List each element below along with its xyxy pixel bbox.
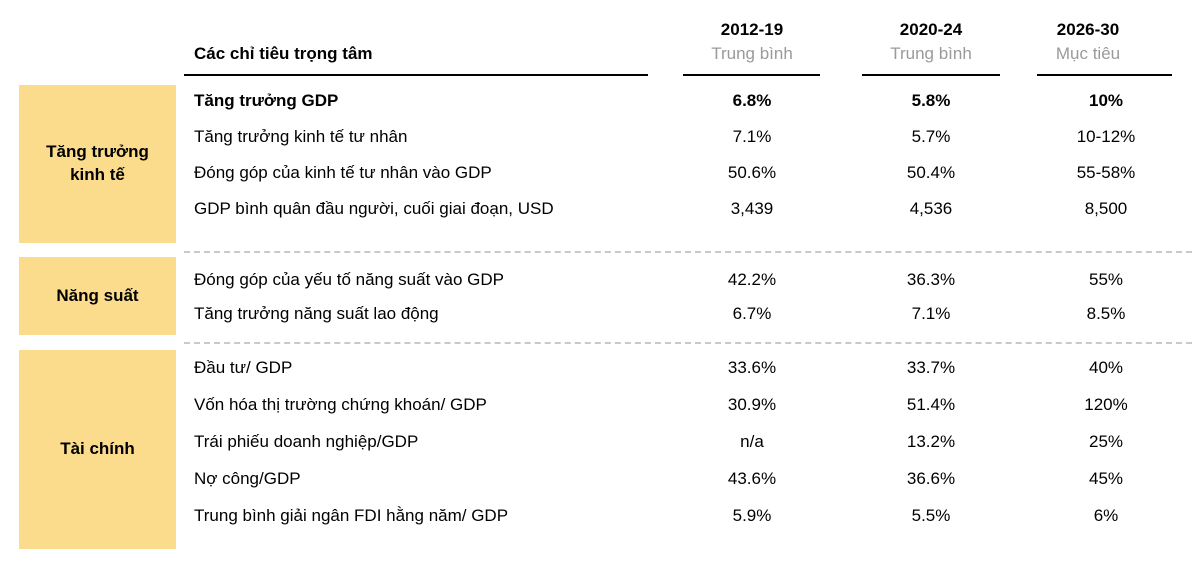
category-box-economic-growth: Tăng trưởng kinh tế — [19, 85, 176, 243]
table-row: Đóng góp của yếu tố năng suất vào GDP 42… — [0, 267, 1200, 293]
row-value-2020-24: 4,536 — [909, 199, 953, 218]
row-value-2020-24: 5.5% — [911, 506, 951, 525]
category-label: Năng suất — [56, 285, 139, 305]
row-value-2026-30: 10% — [1088, 91, 1124, 110]
column-subtitle: Mục tiêu — [1055, 44, 1121, 63]
row-value-2020-24: 50.4% — [906, 163, 956, 182]
row-indicator: Vốn hóa thị trường chứng khoán/ GDP — [194, 395, 487, 414]
column-period: 2026-30 — [1056, 20, 1120, 39]
row-indicator: Đầu tư/ GDP — [194, 358, 293, 377]
row-value-2012-19: 6.8% — [732, 91, 772, 110]
row-indicator: Tăng trưởng GDP — [194, 91, 339, 110]
row-value-2012-19: 5.9% — [732, 506, 772, 525]
row-value-2026-30: 55% — [1088, 270, 1124, 289]
table-row: Trái phiếu doanh nghiệp/GDP n/a 13.2% 25… — [0, 429, 1200, 455]
row-indicator: Trái phiếu doanh nghiệp/GDP — [194, 432, 419, 451]
row-value-2020-24: 5.8% — [911, 91, 951, 110]
row-indicator: Trung bình giải ngân FDI hằng năm/ GDP — [194, 506, 509, 525]
table-row: Trung bình giải ngân FDI hằng năm/ GDP 5… — [0, 503, 1200, 529]
row-value-2026-30: 8.5% — [1086, 304, 1126, 323]
row-value-2012-19: n/a — [740, 432, 764, 451]
row-value-2026-30: 45% — [1088, 469, 1124, 488]
table-row: Đầu tư/ GDP 33.6% 33.7% 40% — [0, 355, 1200, 381]
row-value-2012-19: 6.7% — [732, 304, 772, 323]
category-label: Tài chính — [60, 439, 135, 459]
row-value-2012-19: 50.6% — [727, 163, 777, 182]
row-value-2026-30: 25% — [1088, 432, 1124, 451]
category-label: Tăng trưởng kinh tế — [46, 142, 149, 184]
column-header-2026-30: 2026-30 Mục tiêu — [998, 19, 1178, 64]
row-value-2012-19: 3,439 — [730, 199, 774, 218]
table-title: Các chỉ tiêu trọng tâm — [194, 44, 373, 63]
row-indicator: GDP bình quân đầu người, cuối giai đoạn,… — [194, 199, 554, 218]
title-underline — [184, 74, 648, 76]
row-value-2026-30: 6% — [1093, 506, 1119, 525]
row-value-2020-24: 5.7% — [911, 127, 951, 146]
row-value-2020-24: 13.2% — [906, 432, 956, 451]
row-indicator: Tăng trưởng kinh tế tư nhân — [194, 127, 408, 146]
column-period: 2020-24 — [899, 20, 963, 39]
table-row: Nợ công/GDP 43.6% 36.6% 45% — [0, 466, 1200, 492]
row-value-2026-30: 10-12% — [1076, 127, 1136, 146]
section-divider — [184, 342, 1192, 344]
column-subtitle: Trung bình — [711, 44, 793, 63]
table-row: Đóng góp của kinh tế tư nhân vào GDP 50.… — [0, 160, 1200, 186]
column-period: 2012-19 — [720, 20, 784, 39]
category-box-productivity: Năng suất — [19, 257, 176, 335]
row-value-2012-19: 30.9% — [727, 395, 777, 414]
row-value-2026-30: 40% — [1088, 358, 1124, 377]
row-indicator: Đóng góp của yếu tố năng suất vào GDP — [194, 270, 504, 289]
table-row: Vốn hóa thị trường chứng khoán/ GDP 30.9… — [0, 392, 1200, 418]
table-row: Tăng trưởng kinh tế tư nhân 7.1% 5.7% 10… — [0, 124, 1200, 150]
row-value-2020-24: 33.7% — [906, 358, 956, 377]
column-header-2020-24: 2020-24 Trung bình — [841, 19, 1021, 64]
table-row: Tăng trưởng năng suất lao động 6.7% 7.1%… — [0, 301, 1200, 327]
table-row: GDP bình quân đầu người, cuối giai đoạn,… — [0, 196, 1200, 222]
row-value-2012-19: 33.6% — [727, 358, 777, 377]
table-row: Tăng trưởng GDP 6.8% 5.8% 10% — [0, 88, 1200, 114]
row-indicator: Tăng trưởng năng suất lao động — [194, 304, 439, 323]
row-indicator: Đóng góp của kinh tế tư nhân vào GDP — [194, 163, 492, 182]
row-value-2012-19: 42.2% — [727, 270, 777, 289]
row-value-2026-30: 55-58% — [1076, 163, 1136, 182]
row-value-2020-24: 7.1% — [911, 304, 951, 323]
section-divider — [184, 251, 1192, 253]
row-indicator: Nợ công/GDP — [194, 469, 301, 488]
column-underline-2020-24 — [862, 74, 1000, 76]
column-header-2012-19: 2012-19 Trung bình — [662, 19, 842, 64]
column-underline-2012-19 — [683, 74, 820, 76]
row-value-2020-24: 51.4% — [906, 395, 956, 414]
category-box-finance: Tài chính — [19, 350, 176, 549]
column-underline-2026-30 — [1037, 74, 1172, 76]
column-subtitle: Trung bình — [890, 44, 972, 63]
row-value-2026-30: 8,500 — [1084, 199, 1128, 218]
row-value-2020-24: 36.3% — [906, 270, 956, 289]
row-value-2012-19: 43.6% — [727, 469, 777, 488]
row-value-2012-19: 7.1% — [732, 127, 772, 146]
row-value-2020-24: 36.6% — [906, 469, 956, 488]
row-value-2026-30: 120% — [1084, 395, 1128, 414]
